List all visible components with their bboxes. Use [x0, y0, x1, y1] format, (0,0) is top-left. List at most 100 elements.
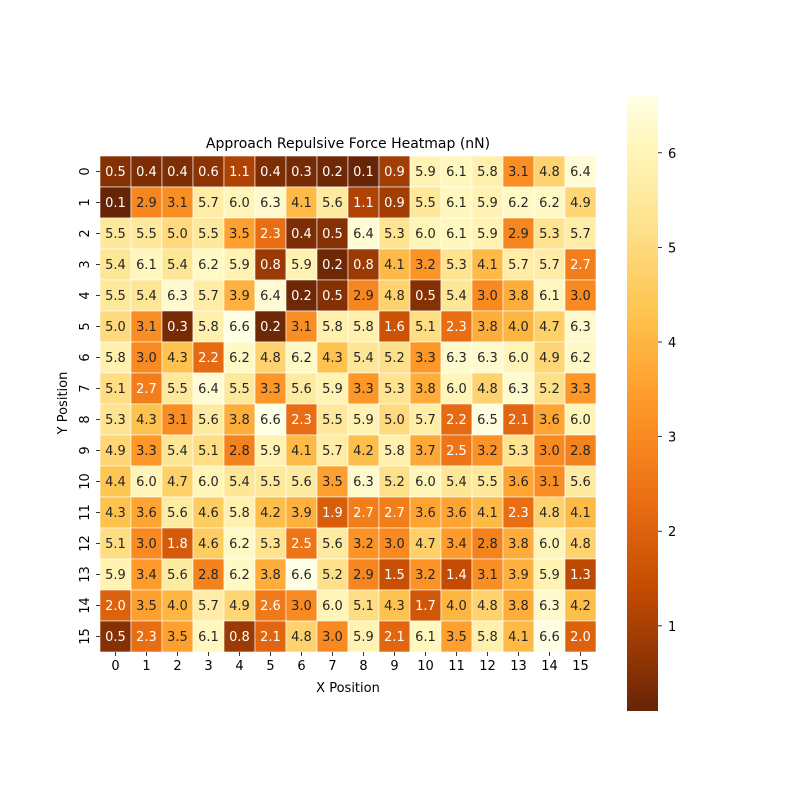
- cell-value-label: 4.4: [105, 475, 126, 490]
- cell-value-label: 3.1: [167, 413, 188, 428]
- cell-value-label: 6.1: [446, 165, 467, 180]
- cell-value-label: 5.6: [167, 506, 188, 521]
- heatmap-cell: [223, 589, 256, 622]
- heatmap-cell: [254, 589, 287, 622]
- x-tick-label: 10: [417, 659, 434, 674]
- cell-value-label: 1.7: [415, 599, 436, 614]
- heatmap-cell: [192, 527, 225, 560]
- cell-value-label: 6.1: [446, 227, 467, 242]
- heatmap-cell: [285, 248, 318, 281]
- heatmap-cell: [347, 310, 380, 343]
- cell-value-label: 5.3: [105, 413, 126, 428]
- heatmap-cell: [440, 341, 473, 374]
- cell-value-label: 2.6: [260, 599, 281, 614]
- heatmap-cell: [440, 589, 473, 622]
- heatmap-cell: [502, 403, 535, 436]
- heatmap-cell: [223, 279, 256, 312]
- heatmap-cell: [440, 279, 473, 312]
- heatmap-cell: [471, 434, 504, 467]
- cell-value-label: 3.5: [322, 475, 343, 490]
- cell-value-label: 5.3: [446, 258, 467, 273]
- y-tick-label: 5: [78, 322, 93, 330]
- cell-value-label: 6.2: [291, 351, 312, 366]
- cell-value-label: 4.8: [477, 599, 498, 614]
- heatmap-cell: [316, 310, 349, 343]
- cell-value-label: 3.7: [415, 444, 436, 459]
- cell-value-label: 4.0: [446, 599, 467, 614]
- cell-value-label: 5.7: [570, 227, 591, 242]
- heatmap-cell: [409, 403, 442, 436]
- heatmap-cell: [192, 558, 225, 591]
- heatmap-cell: [192, 186, 225, 219]
- heatmap-cell: [409, 279, 442, 312]
- cell-value-label: 0.3: [291, 165, 312, 180]
- heatmap-cell: [378, 217, 411, 250]
- cell-value-label: 5.1: [105, 537, 126, 552]
- cell-value-label: 6.0: [136, 475, 157, 490]
- heatmap-cell: [378, 279, 411, 312]
- y-tick-label: 3: [78, 260, 93, 268]
- colorbar: 1 2 3 4 5 6: [627, 96, 676, 711]
- cell-value-label: 5.3: [539, 227, 560, 242]
- cell-value-label: 5.0: [105, 320, 126, 335]
- cell-value-label: 5.8: [322, 320, 343, 335]
- heatmap-cell: [316, 434, 349, 467]
- heatmap-cell: [409, 589, 442, 622]
- heatmap-cell: [440, 496, 473, 529]
- cell-value-label: 0.2: [322, 165, 343, 180]
- cell-value-label: 3.1: [167, 196, 188, 211]
- cell-value-label: 5.2: [539, 382, 560, 397]
- cell-value-label: 2.9: [353, 289, 374, 304]
- cell-value-label: 5.6: [322, 196, 343, 211]
- cell-value-label: 1.5: [384, 568, 405, 583]
- cell-value-label: 2.7: [570, 258, 591, 273]
- cell-value-label: 6.6: [229, 320, 250, 335]
- heatmap-cell: [254, 279, 287, 312]
- heatmap-cell: [285, 186, 318, 219]
- cell-value-label: 6.0: [322, 599, 343, 614]
- cell-value-label: 1.4: [446, 568, 467, 583]
- heatmap-cell: [161, 527, 194, 560]
- cell-value-label: 6.2: [539, 196, 560, 211]
- cell-value-label: 5.5: [322, 413, 343, 428]
- heatmap-annotations: 0.5 0.4 0.4 0.6 1.1 0.4 0.3 0.2 0.1 0.9 5.9 6.1 5.8 3…: [105, 165, 591, 645]
- heatmap-cell: [378, 403, 411, 436]
- cell-value-label: 5.8: [477, 630, 498, 645]
- heatmap-cell: [564, 434, 597, 467]
- heatmap-cell: [161, 341, 194, 374]
- x-tick-label: 14: [541, 659, 558, 674]
- heatmap-cell: [192, 434, 225, 467]
- cell-value-label: 3.1: [477, 568, 498, 583]
- y-axis-label: Y Position: [56, 372, 71, 436]
- cell-value-label: 6.0: [446, 382, 467, 397]
- heatmap-cell: [564, 155, 597, 188]
- cell-value-label: 4.7: [539, 320, 560, 335]
- cell-value-label: 5.5: [229, 382, 250, 397]
- cell-value-label: 2.3: [136, 630, 157, 645]
- heatmap-cell: [130, 310, 163, 343]
- heatmap-cell: [347, 186, 380, 219]
- cell-value-label: 2.8: [198, 568, 219, 583]
- heatmap-cell: [316, 589, 349, 622]
- heatmap-cell: [347, 279, 380, 312]
- heatmap-cell: [564, 465, 597, 498]
- cell-value-label: 0.2: [322, 258, 343, 273]
- heatmap-cell: [192, 589, 225, 622]
- cell-value-label: 5.5: [477, 475, 498, 490]
- heatmap-cell: [99, 465, 132, 498]
- heatmap-cell: [316, 372, 349, 405]
- cell-value-label: 3.0: [136, 537, 157, 552]
- heatmap-cell: [285, 341, 318, 374]
- heatmap-cell: [378, 558, 411, 591]
- y-tick-label: 13: [78, 566, 93, 583]
- cell-value-label: 4.8: [477, 382, 498, 397]
- colorbar-tick-label: 2: [668, 525, 676, 540]
- heatmap-cell: [502, 527, 535, 560]
- cell-value-label: 3.6: [446, 506, 467, 521]
- cell-value-label: 5.3: [260, 537, 281, 552]
- heatmap-cell: [192, 403, 225, 436]
- cell-value-label: 4.0: [167, 599, 188, 614]
- cell-value-label: 2.3: [291, 413, 312, 428]
- cell-value-label: 3.9: [291, 506, 312, 521]
- heatmap-cell: [223, 496, 256, 529]
